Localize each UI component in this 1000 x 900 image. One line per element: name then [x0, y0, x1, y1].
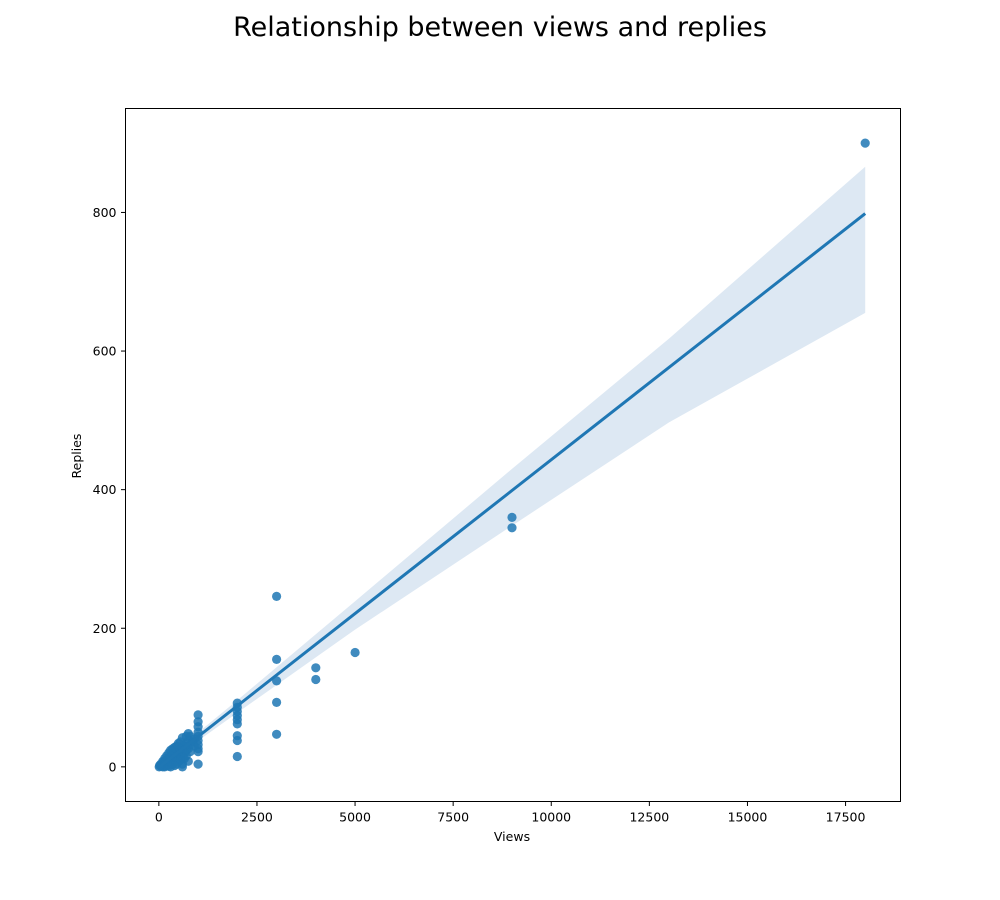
- x-tick-label: 12500: [629, 810, 669, 825]
- scatter-point: [232, 719, 242, 729]
- scatter-point: [860, 138, 870, 148]
- scatter-points-layer: [154, 138, 870, 772]
- y-tick-label: 800: [93, 205, 117, 220]
- x-tick-label: 10000: [531, 810, 571, 825]
- scatter-point: [193, 710, 203, 720]
- scatter-point: [311, 674, 321, 685]
- scatter-point: [272, 697, 282, 708]
- x-tick-label: 5000: [339, 810, 371, 825]
- confidence-band: [158, 166, 866, 769]
- scatter-point: [507, 512, 517, 523]
- regression-line: [158, 212, 867, 769]
- y-tick-label: 400: [93, 482, 117, 497]
- chart-title: Relationship between views and replies: [233, 12, 767, 43]
- regression-line-layer: [158, 212, 867, 769]
- scatter-point: [232, 735, 242, 746]
- x-tick-label: 0: [155, 810, 163, 825]
- scatter-point: [272, 654, 282, 665]
- scatter-point: [350, 647, 360, 658]
- x-tick-label: 15000: [728, 810, 768, 825]
- x-axis-label: Views: [494, 829, 530, 844]
- scatter-point: [311, 663, 321, 673]
- scatter-point: [232, 751, 242, 762]
- confidence-band-layer: [158, 166, 866, 769]
- y-axis-ticks: 0 200 400 600 800: [93, 205, 126, 774]
- scatter-point: [272, 729, 282, 739]
- scatter-point: [507, 523, 517, 533]
- y-axis-label: Replies: [69, 434, 84, 479]
- x-tick-label: 2500: [241, 810, 273, 825]
- y-tick-label: 200: [93, 621, 117, 636]
- x-tick-label: 7500: [437, 810, 469, 825]
- scatter-point: [193, 759, 203, 769]
- plot-area-frame: [125, 108, 901, 802]
- scatter-point: [272, 591, 282, 602]
- y-tick-label: 0: [109, 759, 117, 774]
- y-tick-label: 600: [93, 344, 117, 359]
- x-axis-ticks: 0 2500 5000 7500 10000 12500 15000 17500: [155, 801, 866, 825]
- x-tick-label: 17500: [826, 810, 866, 825]
